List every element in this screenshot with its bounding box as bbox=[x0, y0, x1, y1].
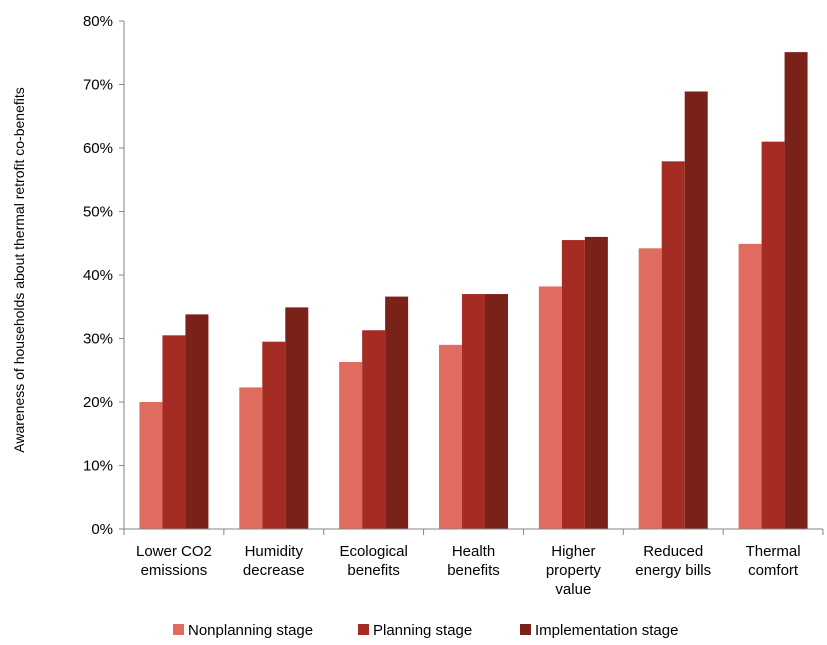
bar-3-2 bbox=[285, 307, 309, 529]
x-category-label-line: emissions bbox=[141, 562, 208, 579]
bar-3-7 bbox=[784, 52, 808, 530]
y-tick-label: 50% bbox=[83, 204, 113, 221]
x-category-label-line: Thermal bbox=[746, 543, 801, 560]
legend-swatch-2 bbox=[358, 624, 369, 635]
bar-3-3 bbox=[385, 296, 409, 529]
x-category-labels: Lower CO2 emissions Humidity decrease Ecolog… bbox=[136, 543, 801, 598]
x-category-label-line: Lower CO2 bbox=[136, 543, 212, 560]
legend: Nonplanning stage Planning stage Implement… bbox=[173, 622, 678, 639]
x-category-label-line: Ecological bbox=[339, 543, 407, 560]
bar-2-3 bbox=[362, 330, 386, 529]
x-category-label-line: value bbox=[555, 581, 591, 598]
y-tick-label: 0% bbox=[91, 521, 113, 538]
bar-3-1 bbox=[185, 314, 209, 529]
bar-2-1 bbox=[162, 335, 186, 529]
bar-2-5 bbox=[561, 240, 585, 529]
x-category-label-line: Humidity bbox=[245, 543, 304, 560]
bar-2-7 bbox=[761, 141, 785, 529]
x-category-label-line: energy bills bbox=[635, 562, 711, 579]
y-tick-label: 60% bbox=[83, 140, 113, 157]
x-category-label-line: benefits bbox=[447, 562, 500, 579]
bars bbox=[139, 52, 808, 530]
y-tick-label: 20% bbox=[83, 394, 113, 411]
x-category-label: Lower CO2 emissions bbox=[136, 543, 212, 579]
bar-2-6 bbox=[661, 161, 685, 529]
y-tick-labels: 0% 10% 20% 30% 40% 50% 60% 70% 80% bbox=[83, 13, 113, 538]
y-axis-title: Awareness of households about thermal re… bbox=[11, 87, 27, 453]
x-category-label: Ecological benefits bbox=[339, 543, 407, 579]
legend-label-3: Implementation stage bbox=[535, 622, 678, 639]
legend-label-1: Nonplanning stage bbox=[188, 622, 313, 639]
bar-1-6 bbox=[638, 248, 662, 529]
y-tick-label: 40% bbox=[83, 267, 113, 284]
bar-3-4 bbox=[485, 294, 508, 529]
x-category-label: Higher property value bbox=[546, 543, 602, 598]
x-category-label-line: Higher bbox=[551, 543, 595, 560]
x-category-label-line: comfort bbox=[748, 562, 799, 579]
bar-2-2 bbox=[262, 341, 286, 529]
x-category-label: Thermal comfort bbox=[746, 543, 801, 579]
y-tick-label: 80% bbox=[83, 13, 113, 30]
bar-1-3 bbox=[339, 362, 363, 529]
bar-3-6 bbox=[684, 91, 708, 530]
bar-3-5 bbox=[584, 236, 608, 529]
axes bbox=[119, 20, 824, 535]
x-category-label-line: decrease bbox=[243, 562, 305, 579]
x-category-label: Reduced energy bills bbox=[635, 543, 711, 579]
x-category-label-line: Health bbox=[452, 543, 495, 560]
bar-1-7 bbox=[738, 243, 762, 529]
x-category-label-line: benefits bbox=[347, 562, 400, 579]
y-tick-label: 70% bbox=[83, 77, 113, 94]
legend-swatch-1 bbox=[173, 624, 184, 635]
x-category-label: Health benefits bbox=[447, 543, 500, 579]
x-category-label: Humidity decrease bbox=[243, 543, 305, 579]
legend-label-2: Planning stage bbox=[373, 622, 472, 639]
y-tick-label: 30% bbox=[83, 331, 113, 348]
bar-1-1 bbox=[139, 402, 163, 529]
bar-1-4 bbox=[439, 344, 462, 529]
bar-1-2 bbox=[239, 387, 263, 529]
bar-2-4 bbox=[462, 294, 485, 529]
x-category-label-line: property bbox=[546, 562, 602, 579]
y-tick-label: 10% bbox=[83, 458, 113, 475]
x-category-label-line: Reduced bbox=[643, 543, 703, 560]
legend-swatch-3 bbox=[520, 624, 531, 635]
bar-1-5 bbox=[538, 286, 562, 529]
